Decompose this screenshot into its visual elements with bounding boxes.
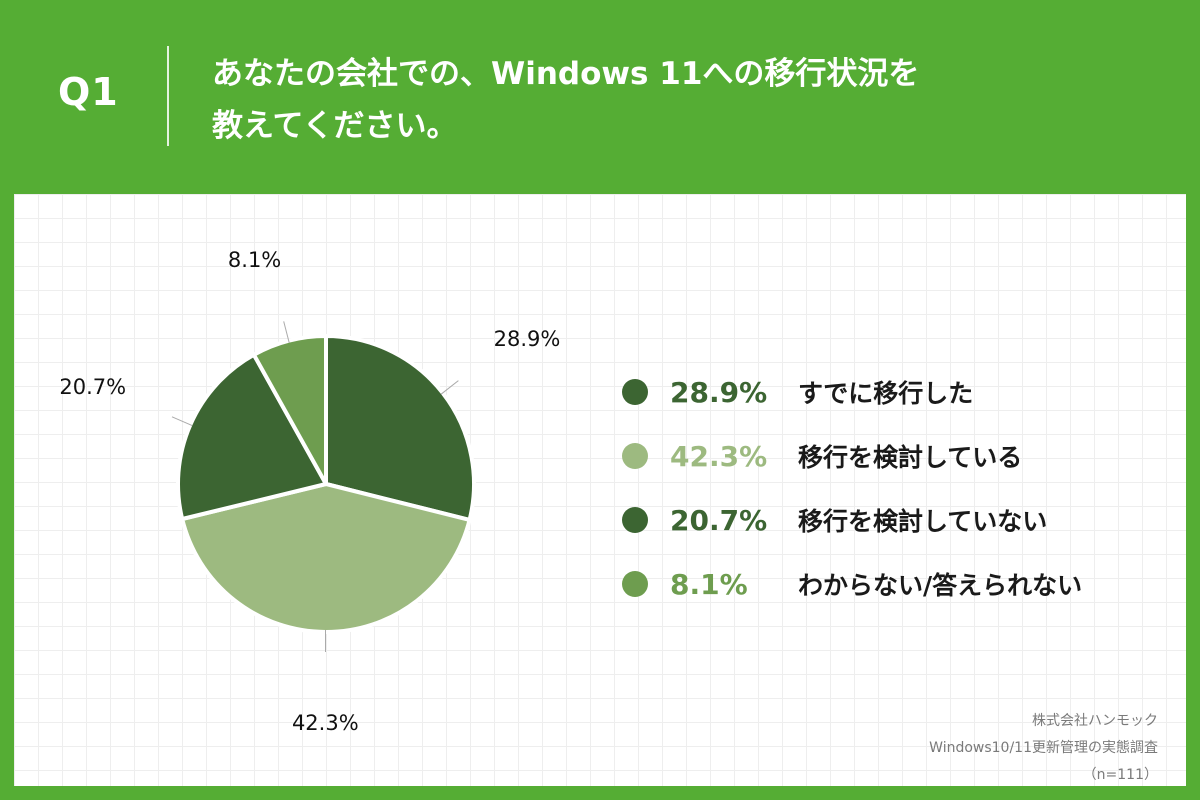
leader-line-migrated <box>440 380 459 395</box>
legend-value-migrated: 28.9% <box>670 375 768 409</box>
legend-label-considering: 移行を検討している <box>798 443 1023 472</box>
legend-value-considering: 42.3% <box>670 439 768 473</box>
legend-swatch-migrated <box>622 379 648 405</box>
legend-swatch-unknown <box>622 571 648 597</box>
legend-label-not-considering: 移行を検討していない <box>798 507 1048 536</box>
legend-item-not-considering: 20.7% 移行を検討していない <box>622 488 1082 552</box>
data-label-considering: 42.3% <box>292 711 359 735</box>
legend-swatch-not-considering <box>622 507 648 533</box>
data-label-migrated: 28.9% <box>494 327 561 351</box>
source-note: 株式会社ハンモック Windows10/11更新管理の実態調査 （n=111） <box>929 708 1158 789</box>
source-sample-size: （n=111） <box>1082 767 1158 783</box>
question-title: あなたの会社での、Windows 11への移行状況を 教えてください。 <box>212 48 1112 152</box>
legend-swatch-considering <box>622 443 648 469</box>
chart-legend: 28.9% すでに移行した 42.3% 移行を検討している 20.7% 移行を検討していな… <box>622 360 1082 616</box>
source-survey: Windows10/11更新管理の実態調査 <box>929 740 1158 756</box>
legend-item-unknown: 8.1% わからない/答えられない <box>622 552 1082 616</box>
data-label-not-considering: 20.7% <box>59 375 126 399</box>
source-company: 株式会社ハンモック <box>1032 713 1158 729</box>
title-line-2: 教えてください。 <box>212 108 458 144</box>
header: Q1 あなたの会社での、Windows 11への移行状況を 教えてください。 <box>0 0 1200 190</box>
leader-line-unknown <box>283 321 290 343</box>
question-number: Q1 <box>58 70 119 114</box>
leader-line-not-considering <box>171 416 193 427</box>
legend-value-not-considering: 20.7% <box>670 503 768 537</box>
header-divider <box>167 46 169 146</box>
legend-item-considering: 42.3% 移行を検討している <box>622 424 1082 488</box>
legend-label-unknown: わからない/答えられない <box>798 571 1083 600</box>
title-line-1: あなたの会社での、Windows 11への移行状況を <box>212 56 920 92</box>
legend-value-unknown: 8.1% <box>670 567 748 601</box>
data-label-unknown: 8.1% <box>228 248 281 272</box>
legend-label-migrated: すでに移行した <box>798 379 974 408</box>
legend-item-migrated: 28.9% すでに移行した <box>622 360 1082 424</box>
